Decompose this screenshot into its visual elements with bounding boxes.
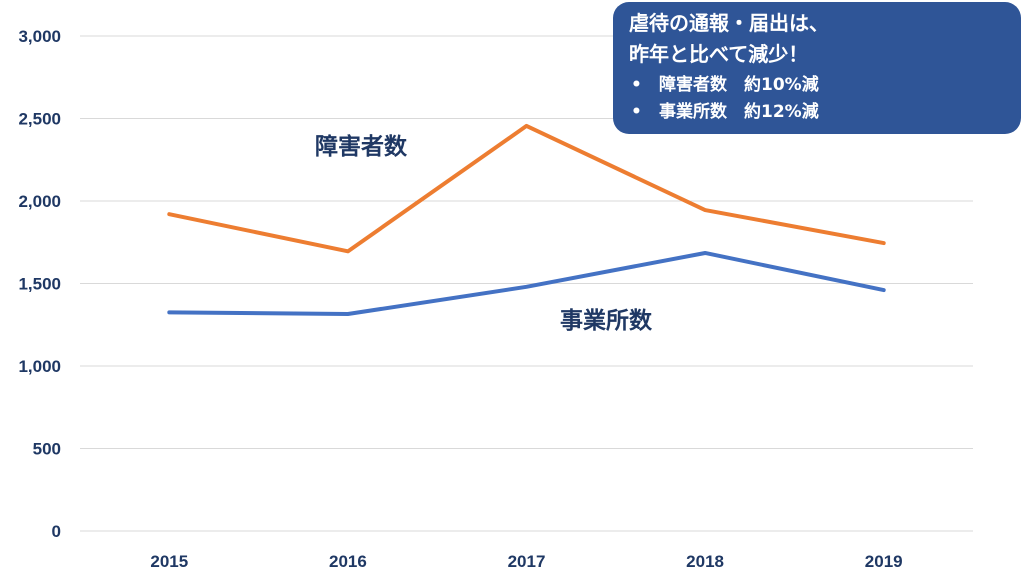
y-tick-label: 1,000 — [18, 357, 61, 376]
bullet-icon: • — [631, 102, 642, 122]
series-line-facilities — [167, 250, 886, 317]
x-axis: 2015 2016 2017 2018 2019 — [150, 552, 902, 571]
y-tick-label: 3,000 — [18, 27, 61, 46]
y-tick-label: 500 — [33, 440, 61, 459]
x-tick-label: 2016 — [329, 552, 367, 571]
x-tick-label: 2019 — [865, 552, 903, 571]
bullet-icon: • — [631, 75, 642, 95]
y-tick-label: 2,500 — [18, 110, 61, 129]
y-tick-label: 1,500 — [18, 275, 61, 294]
x-tick-label: 2018 — [686, 552, 724, 571]
series-line-disabled-persons — [167, 123, 886, 254]
callout-bullet-list: • 障害者数 約10%減 • 事業所数 約12%減 — [629, 72, 1007, 126]
y-tick-label: 0 — [52, 522, 61, 541]
callout-item-text: 事業所数 約12%減 — [659, 102, 819, 122]
y-axis: 0 500 1,000 1,500 2,000 2,500 3,000 — [18, 27, 61, 541]
callout-item-text: 障害者数 約10%減 — [659, 75, 819, 95]
y-tick-label: 2,000 — [18, 192, 61, 211]
callout-item-facilities: • 事業所数 約12%減 — [629, 99, 1007, 126]
gridlines — [80, 35, 973, 532]
x-tick-label: 2017 — [508, 552, 546, 571]
callout-item-disabled-persons: • 障害者数 約10%減 — [629, 72, 1007, 99]
callout-headline-2: 昨年と比べて減少！ — [629, 42, 809, 66]
callout-headline-1: 虐待の通報・届出は、 — [629, 11, 829, 35]
series-lines — [167, 123, 886, 317]
series-label-facilities: 事業所数 — [560, 307, 653, 334]
series-label-disabled-persons: 障害者数 — [315, 133, 408, 160]
summary-callout: 虐待の通報・届出は、 昨年と比べて減少！ • 障害者数 約10%減 • 事業所数 約… — [613, 2, 1021, 134]
x-tick-label: 2015 — [150, 552, 188, 571]
